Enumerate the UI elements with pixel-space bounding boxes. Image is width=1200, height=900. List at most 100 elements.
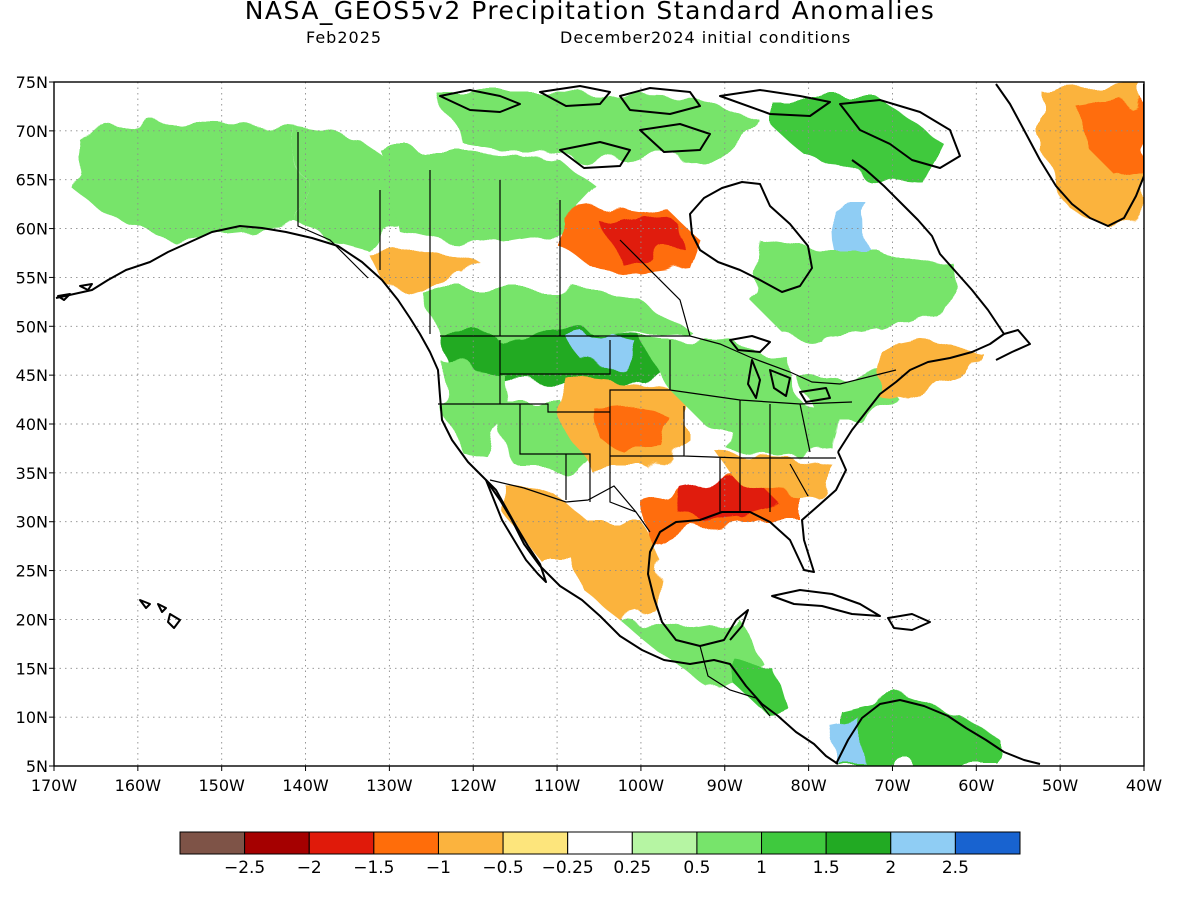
colorbar-swatch [373,831,439,855]
anomaly-region-hudson-center [600,212,684,262]
anomaly-region-prairies [420,290,690,338]
lon-tick-label: 140W [282,776,329,795]
colorbar-label: 2 [885,858,896,878]
labrador-coast [851,159,1005,335]
anomaly-region-nicaragua [736,660,780,708]
colorbar-label: 0.5 [683,858,710,878]
anomaly-region-kansas-core [596,406,672,452]
forecast-month: Feb2025 [306,28,383,47]
anomaly-region-greenland-core [1080,100,1144,176]
lat-tick-label: 30N [16,513,48,532]
anomaly-region-alaska [70,122,300,238]
lon-tick-label: 90W [707,776,743,795]
latitude-axis: 75N 70N 65N 60N 55N 50N 45N 40N 35N 30N 25N 20N 15N 1… [16,73,54,776]
colorbar-label: −0.5 [482,858,523,878]
colorbar-swatch [631,831,698,855]
alaska-canada-border [297,132,369,279]
colorbar-label: 1 [756,858,767,878]
lat-tick-label: 10N [16,708,48,727]
colorbar-label: −1 [426,858,451,878]
hispaniola [887,613,931,631]
lon-tick-label: 100W [618,776,665,795]
anomaly-region-new-england [878,340,980,400]
hudson-bay [689,181,813,293]
hawaii [139,599,181,629]
anomaly-region-us-west-coast [440,360,510,460]
mexico-central-america-lines [699,645,771,717]
us-state-lines [438,340,853,513]
lat-tick-label: 55N [16,268,48,287]
lon-tick-label: 110W [534,776,581,795]
colorbar [179,831,1021,855]
lat-tick-label: 45N [16,366,48,385]
lat-tick-label: 35N [16,464,48,483]
lon-tick-label: 60W [958,776,994,795]
longitude-axis: 170W 160W 150W 140W 130W 120W 110W 100W 90W 80W 70… [31,766,1162,795]
colorbar-swatch [437,831,504,855]
gulf-coast [647,451,847,647]
baja-california [485,479,547,583]
lon-tick-label: 80W [791,776,827,795]
political-borders [297,132,897,717]
lat-tick-label: 50N [16,317,48,336]
lat-tick-label: 15N [16,659,48,678]
us-canada-border [440,335,897,385]
map-title: NASA_GEOS5v2 Precipitation Standard Anom… [244,0,936,25]
lon-tick-label: 40W [1126,776,1162,795]
colorbar-label: 0.25 [613,858,651,878]
lon-tick-label: 150W [199,776,246,795]
lon-tick-label: 170W [31,776,78,795]
colorbar-swatch [244,831,310,855]
lat-tick-label: 40N [16,415,48,434]
atlantic-seaboard [837,329,1031,453]
colorbar-label: 2.5 [942,858,969,878]
colorbar-swatch [761,831,827,855]
anomaly-region-nunavut-north [440,96,760,160]
lon-tick-label: 130W [366,776,413,795]
anomaly-region-nw-territories [380,150,600,242]
map-gridlines [54,82,1144,766]
lon-tick-label: 70W [874,776,910,795]
initial-conditions: December2024 initial conditions [560,28,852,47]
south-america-coast [835,699,1041,765]
anomaly-region-ne-mexico [560,520,660,620]
anomaly-region-dakota-core [570,332,640,364]
anomaly-region-baffin [770,100,940,180]
lat-tick-label: 75N [16,73,48,92]
anomaly-region-yukon [298,130,396,252]
colorbar-swatch [179,831,246,855]
colorbar-labels: −2.5 −2 −1.5 −1 −0.5 −0.25 0.25 0.5 1 1.5 2 2.5 [224,858,969,878]
canada-province-lines [379,170,691,337]
coastlines [55,83,1144,765]
lon-tick-label: 50W [1042,776,1078,795]
anomaly-region-colombia-venezuela [840,696,1000,766]
colorbar-label: 1.5 [813,858,840,878]
greenland [995,83,1144,227]
colorbar-swatch [954,831,1021,855]
great-lakes [729,335,831,403]
colorbar-swatch [890,831,956,855]
aleutians [57,283,93,301]
anomaly-region-ohio-valley [720,400,840,458]
lat-tick-label: 65N [16,171,48,190]
lat-tick-label: 60N [16,220,48,239]
cuba [771,589,881,617]
lat-tick-label: 5N [26,757,48,776]
colorbar-swatch [502,831,569,855]
lon-tick-label: 120W [450,776,497,795]
lat-tick-label: 70N [16,122,48,141]
colorbar-swatch [567,831,633,855]
anomaly-field [70,84,1144,766]
lat-tick-label: 20N [16,610,48,629]
anomaly-region-louisiana-core [676,480,780,520]
colorbar-swatch [825,831,892,855]
colorbar-label: −1.5 [353,858,394,878]
colorbar-swatch [696,831,763,855]
anomaly-region-bc-coast [370,250,480,288]
anomaly-region-quebec-east [750,240,960,340]
lon-tick-label: 160W [115,776,162,795]
colorbar-label: −2 [297,858,322,878]
arctic-islands [439,85,961,169]
north-america-coastline [55,225,839,765]
